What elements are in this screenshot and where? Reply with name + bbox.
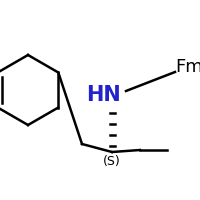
Text: HN: HN [87, 85, 121, 105]
Text: Fmoc: Fmoc [175, 58, 200, 76]
Text: (S): (S) [103, 155, 121, 168]
